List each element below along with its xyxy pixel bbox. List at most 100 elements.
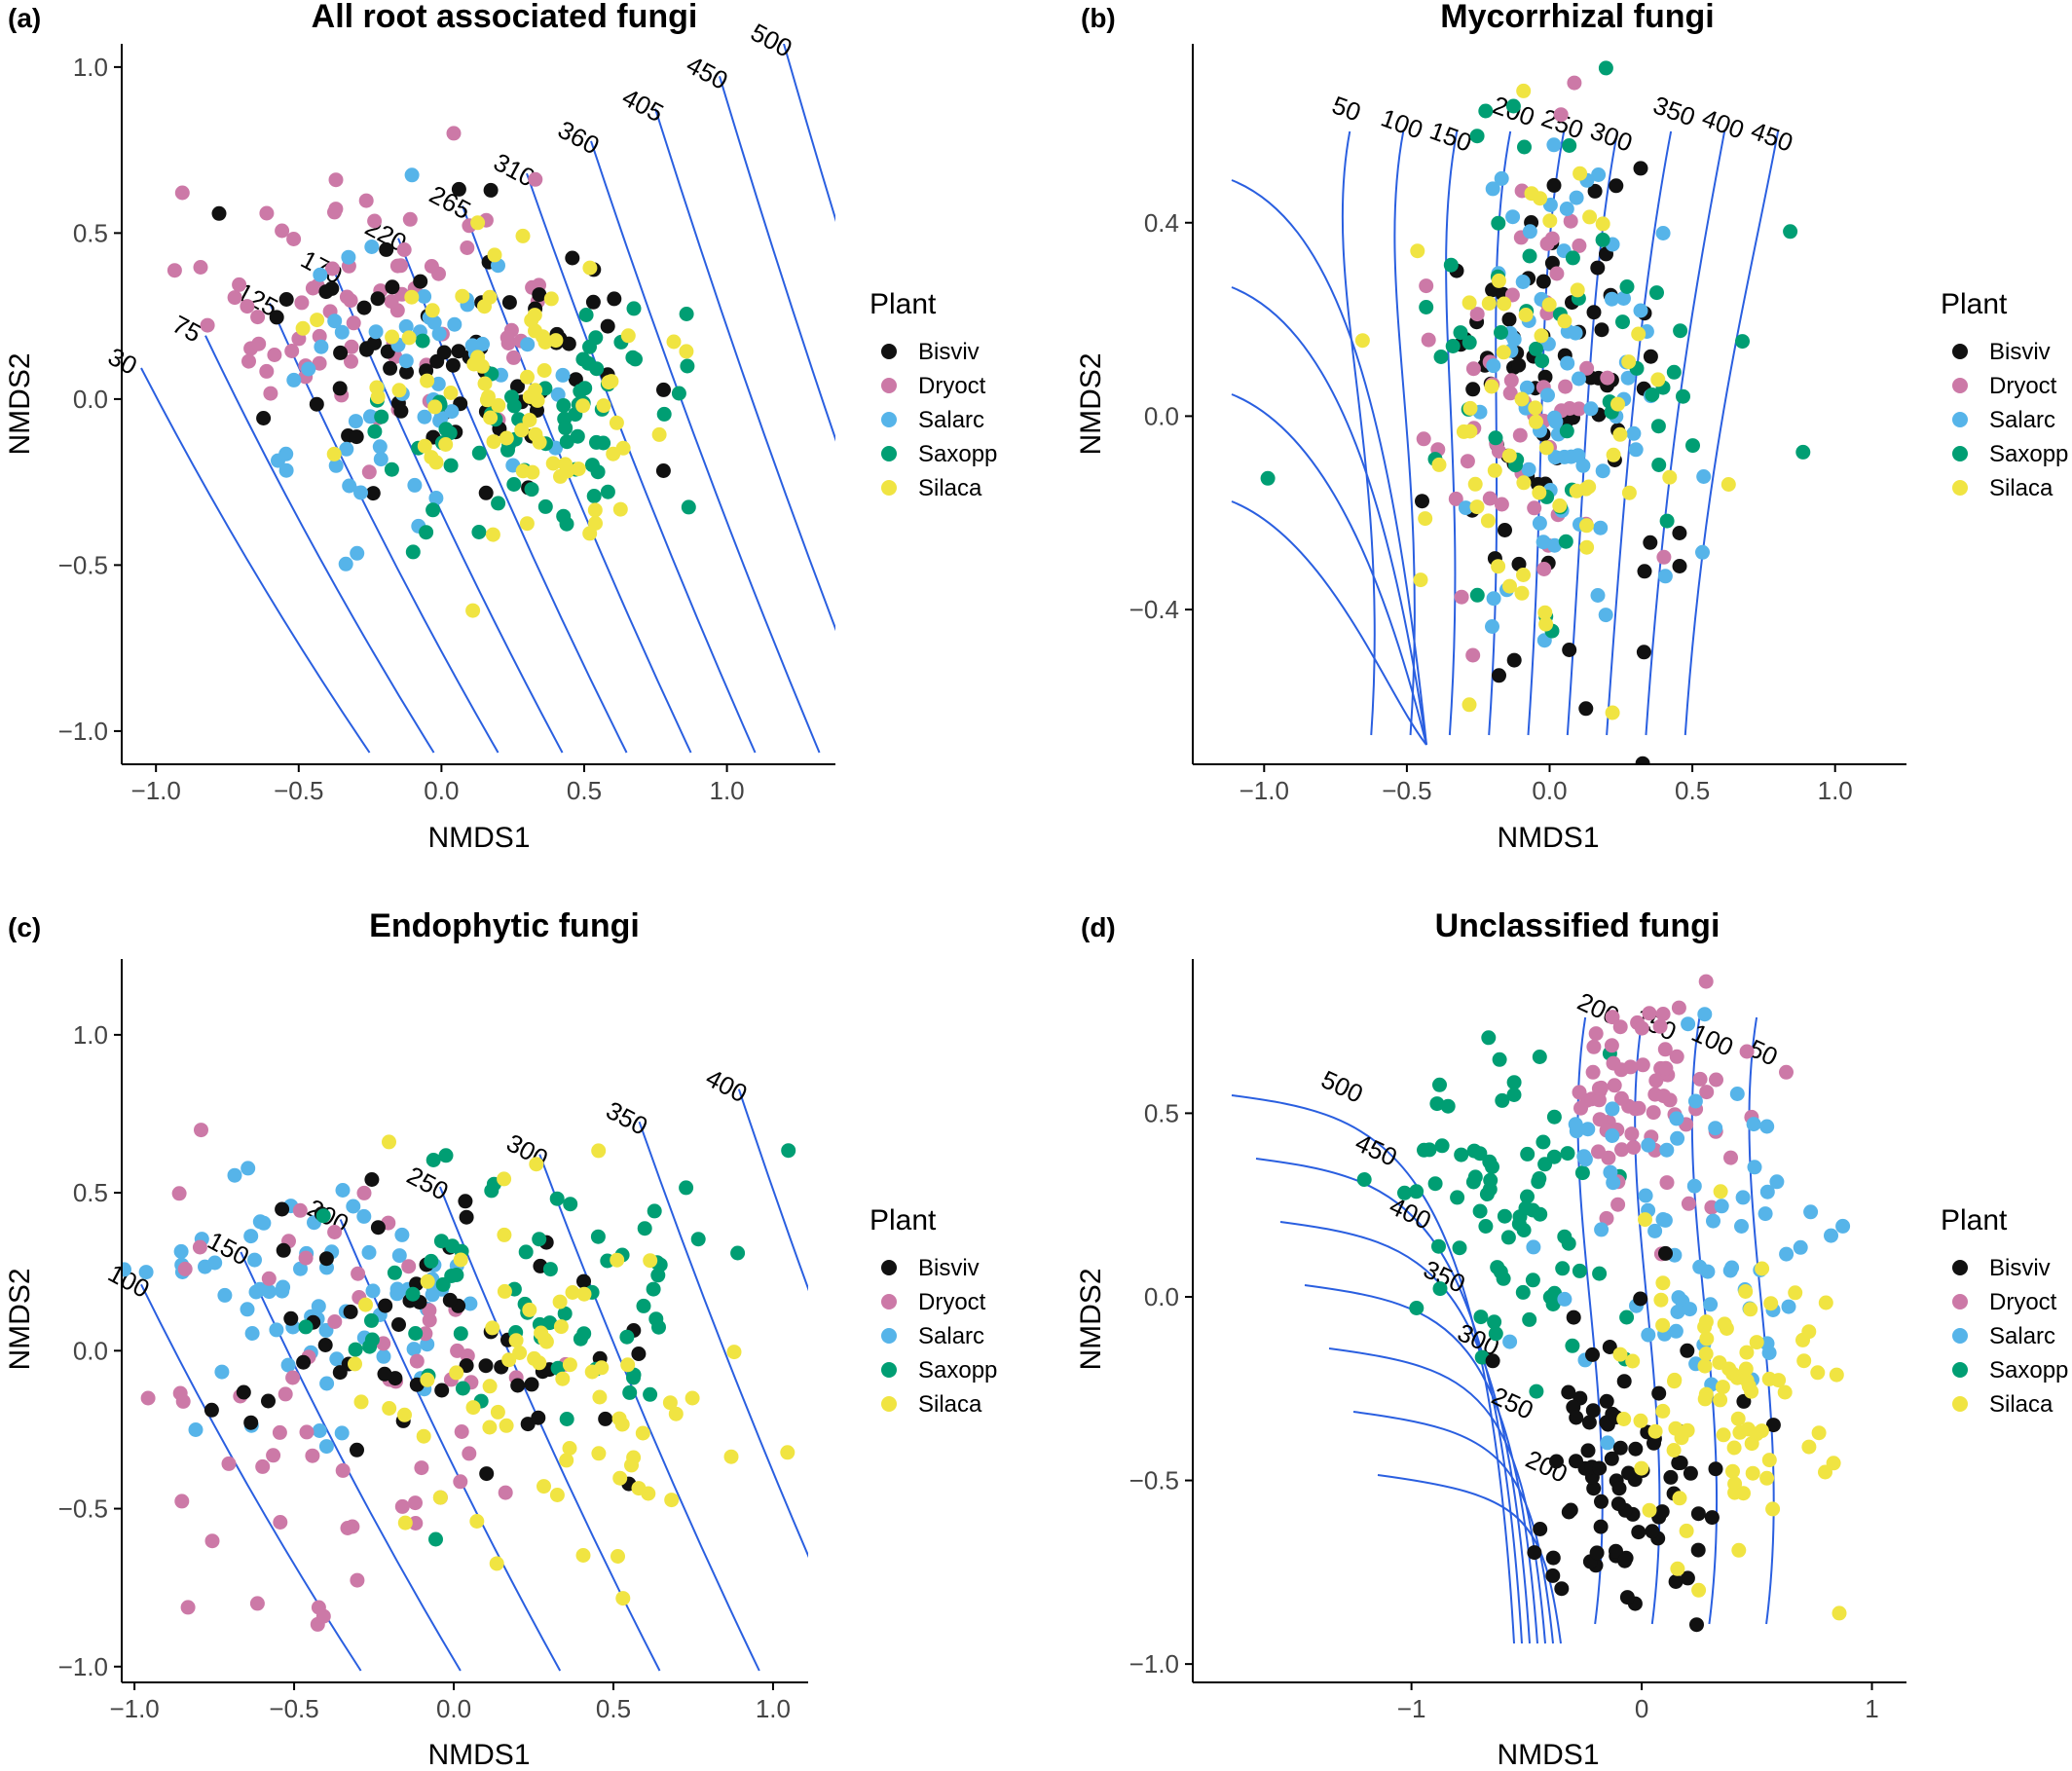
point-salarc	[368, 324, 384, 340]
point-salarc	[1638, 1188, 1653, 1203]
point-bisviv	[532, 287, 547, 303]
point-dryoct	[174, 185, 190, 201]
legend-label-silaca: Silaca	[918, 1391, 982, 1418]
point-silaca	[1514, 585, 1530, 601]
point-dryoct	[1656, 549, 1672, 565]
point-dryoct	[312, 355, 327, 371]
point-dryoct	[343, 293, 358, 309]
point-salarc	[447, 316, 462, 332]
legend-title: Plant	[870, 1204, 937, 1236]
point-bisviv	[1673, 1456, 1688, 1470]
point-salarc	[1616, 291, 1631, 306]
legend-title: Plant	[1941, 288, 2008, 320]
point-silaca	[382, 1401, 397, 1416]
point-saxopp	[559, 434, 574, 450]
point-salarc	[1703, 1297, 1719, 1312]
contour-label: 350	[602, 1095, 652, 1141]
point-bisviv	[370, 1220, 386, 1236]
point-silaca	[1653, 1292, 1669, 1308]
point-saxopp	[556, 398, 572, 413]
point-salarc	[520, 337, 536, 352]
point-saxopp	[455, 1381, 470, 1396]
point-salarc	[1569, 190, 1584, 205]
point-salarc	[417, 289, 432, 304]
point-bisviv	[1765, 1418, 1781, 1433]
point-saxopp	[364, 1312, 379, 1328]
point-dryoct	[1658, 1060, 1674, 1076]
point-bisviv	[1589, 1545, 1605, 1561]
point-salarc	[1734, 1219, 1749, 1234]
point-silaca	[1732, 1424, 1748, 1440]
legend-label-saxopp: Saxopp	[918, 1357, 997, 1384]
point-dryoct	[335, 1462, 351, 1478]
y-tick-label: 0.0	[73, 385, 108, 414]
point-silaca	[1537, 605, 1553, 620]
point-silaca	[1538, 616, 1554, 632]
point-saxopp	[681, 499, 696, 515]
point-saxopp	[1506, 1088, 1522, 1102]
point-saxopp	[367, 424, 383, 439]
point-dryoct	[278, 1386, 293, 1402]
point-salarc	[1686, 1178, 1702, 1194]
panel-letter: (b)	[1081, 3, 1116, 33]
point-dryoct	[1553, 107, 1569, 123]
point-salarc	[319, 1376, 335, 1391]
point-salarc	[1681, 1016, 1696, 1032]
point-dryoct	[177, 1261, 193, 1276]
point-silaca	[1456, 424, 1471, 439]
point-bisviv	[343, 1304, 358, 1319]
point-saxopp	[1472, 1203, 1488, 1219]
point-bisviv	[655, 463, 671, 478]
point-saxopp	[1619, 1310, 1635, 1325]
point-silaca	[1726, 1440, 1742, 1456]
point-silaca	[401, 330, 417, 346]
point-saxopp	[559, 1412, 574, 1426]
point-silaca	[453, 1252, 468, 1268]
point-saxopp	[1546, 1109, 1562, 1125]
point-silaca	[1606, 447, 1621, 462]
point-dryoct	[506, 350, 521, 365]
point-silaca	[470, 215, 486, 231]
point-dryoct	[327, 204, 342, 220]
legend-key-salarc	[881, 412, 897, 427]
point-silaca	[501, 1352, 517, 1368]
point-silaca	[576, 1286, 592, 1302]
point-saxopp	[1598, 60, 1613, 76]
point-bisviv	[211, 205, 227, 221]
panel-title: Endophytic fungi	[369, 907, 640, 944]
point-bisviv	[1536, 274, 1551, 289]
point-silaca	[559, 1453, 574, 1468]
point-dryoct	[1512, 427, 1528, 443]
point-saxopp	[1397, 1185, 1412, 1200]
point-saxopp	[1432, 1077, 1447, 1092]
point-dryoct	[175, 1393, 191, 1409]
point-salarc	[362, 409, 378, 424]
point-saxopp	[1666, 364, 1682, 380]
point-silaca	[620, 1357, 636, 1373]
point-bisviv	[501, 295, 517, 311]
point-bisviv	[1689, 1617, 1704, 1633]
point-silaca	[369, 380, 385, 395]
point-silaca	[615, 1591, 631, 1606]
point-silaca	[485, 527, 500, 542]
point-bisviv	[377, 1366, 392, 1382]
point-bisviv	[1690, 1542, 1706, 1558]
point-silaca	[1743, 1302, 1758, 1317]
point-bisviv	[585, 294, 601, 310]
panel-d: (d) Unclassified fungi5004504003503002502…	[1075, 907, 2068, 1771]
point-salarc	[1519, 380, 1535, 395]
point-dryoct	[408, 1516, 424, 1531]
point-bisviv	[236, 1384, 251, 1400]
point-salarc	[1502, 1334, 1518, 1349]
point-dryoct	[284, 344, 300, 358]
point-saxopp	[1619, 279, 1635, 294]
point-bisviv	[296, 1354, 312, 1370]
point-saxopp	[549, 1191, 565, 1206]
point-silaca	[508, 1333, 524, 1348]
point-saxopp	[438, 422, 454, 437]
point-silaca	[662, 1395, 678, 1411]
point-silaca	[591, 1143, 607, 1159]
legend-label-dryoct: Dryoct	[1989, 373, 2057, 399]
point-saxopp	[1409, 1301, 1424, 1315]
point-silaca	[1516, 475, 1532, 491]
